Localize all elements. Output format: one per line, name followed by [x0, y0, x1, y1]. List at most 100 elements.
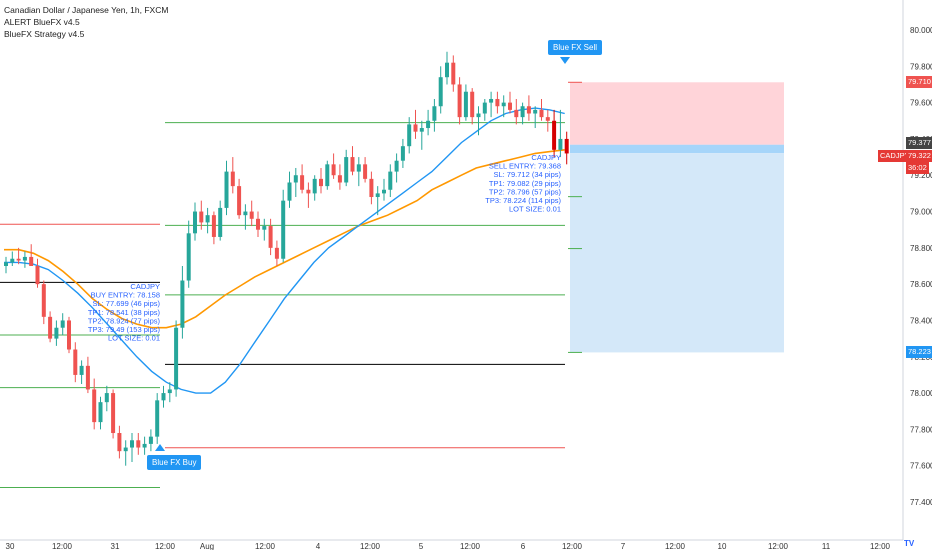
open-profit-zone [570, 144, 784, 154]
price-tick-label: 78.600 [910, 280, 932, 289]
buy-annotation-line-5: TP3: 79.49 (153 pips) [88, 325, 161, 334]
candle-body [48, 316, 53, 339]
trade-level-lines [0, 81, 582, 488]
candle-body [293, 175, 298, 183]
price-tick-label: 80.000 [910, 26, 932, 35]
candle-body [16, 258, 21, 261]
time-tick-label: 12:00 [52, 542, 73, 550]
candle-body [445, 62, 449, 78]
candle-body [508, 102, 512, 110]
candle-body [407, 124, 412, 147]
candle-body [60, 320, 65, 328]
candle-body [41, 284, 46, 317]
candle-body [155, 400, 160, 437]
candle-body [325, 164, 330, 187]
time-tick-label: Aug [200, 542, 214, 550]
candlestick-series [4, 51, 569, 466]
candle-body [104, 393, 109, 403]
candle-body [552, 120, 557, 150]
candle-body [438, 77, 443, 107]
candle-body [287, 182, 292, 201]
indicator-alert-label[interactable]: ALERT BlueFX v4.5 [4, 17, 80, 27]
sell-signal-badge[interactable]: Blue FX Sell [548, 40, 603, 55]
chart-legend: Canadian Dollar / Japanese Yen, 1h, FXCM… [4, 4, 168, 40]
candle-body [545, 117, 550, 121]
candle-body [432, 106, 437, 121]
candle-body [337, 175, 342, 183]
candle-body [123, 447, 128, 452]
price-tick-label: 77.400 [910, 498, 932, 507]
candle-body [211, 215, 216, 237]
candle-body [331, 164, 336, 176]
candle-body [520, 106, 525, 118]
time-tick-label: 6 [521, 542, 526, 550]
candle-body [350, 157, 355, 172]
time-tick-label: 12:00 [360, 542, 381, 550]
candle-body [230, 171, 235, 187]
candle-body [300, 175, 305, 190]
indicator-strategy-label[interactable]: BlueFX Strategy v4.5 [4, 29, 85, 39]
sell-annotation-line-2: SL: 79.712 (34 pips) [493, 170, 561, 179]
candle-body [79, 365, 84, 375]
candle-body [167, 389, 172, 394]
candle-body [268, 226, 273, 248]
candle-body [117, 433, 122, 452]
buy-annotation-line-6: LOT SIZE: 0.01 [108, 334, 160, 343]
buy-annotation-line-1: BUY ENTRY: 78.158 [91, 291, 160, 300]
countdown-tag: 36:02 [906, 162, 929, 174]
price-tick-label: 79.600 [910, 99, 932, 108]
candle-body [356, 164, 361, 172]
candle-body [312, 178, 317, 194]
candle-body [526, 106, 531, 114]
candle-body [514, 109, 519, 118]
candle-body [98, 402, 103, 423]
price-tick-label: 79.000 [910, 208, 932, 217]
candle-body [130, 440, 134, 448]
sell-annotation-line-4: TP2: 78.796 (57 pips) [489, 187, 562, 196]
time-tick-label: 4 [316, 542, 321, 550]
candle-body [476, 113, 481, 118]
candle-body [111, 393, 116, 434]
candle-body [394, 160, 399, 172]
candle-body [180, 280, 185, 328]
candle-body [501, 102, 506, 107]
time-tick-label: 12:00 [870, 542, 891, 550]
candle-body [35, 266, 40, 285]
candle-body [67, 320, 71, 350]
candle-body [218, 207, 223, 237]
buy-signal-badge[interactable]: Blue FX Buy [147, 455, 202, 470]
tradingview-logo[interactable]: TV [904, 539, 915, 548]
moving-averages [4, 107, 565, 394]
buy-annotation-line-0: CADJPY [130, 282, 160, 291]
candle-body [369, 178, 374, 198]
candle-body [199, 211, 204, 223]
candle-body [564, 138, 569, 154]
time-tick-label: 12:00 [255, 542, 276, 550]
candle-body [495, 98, 500, 107]
candle-body [174, 327, 179, 390]
candle-body [539, 109, 544, 118]
price-tick-label: 79.800 [910, 62, 932, 71]
candle-body [237, 186, 242, 216]
candle-body [489, 98, 494, 103]
candle-body [470, 91, 475, 118]
candle-body [388, 171, 393, 190]
time-tick-label: 30 [6, 542, 15, 550]
candle-body [281, 200, 286, 259]
time-tick-label: 10 [718, 542, 727, 550]
candle-body [224, 171, 229, 208]
time-tick-label: 12:00 [155, 542, 176, 550]
symbol-title[interactable]: Canadian Dollar / Japanese Yen, 1h, FXCM [4, 5, 169, 15]
candle-body [243, 211, 248, 216]
sell-signal-arrow [560, 57, 570, 64]
candle-body [186, 233, 191, 281]
price-tick-label: 77.600 [910, 462, 932, 471]
sell-annotation-line-5: TP3: 78.224 (114 pips) [485, 196, 561, 205]
candle-body [426, 120, 431, 129]
candle-body [85, 365, 90, 390]
candle-body [22, 256, 27, 261]
buy-signal-arrow [155, 444, 165, 451]
price-tick-label: 79.200 [910, 171, 932, 180]
